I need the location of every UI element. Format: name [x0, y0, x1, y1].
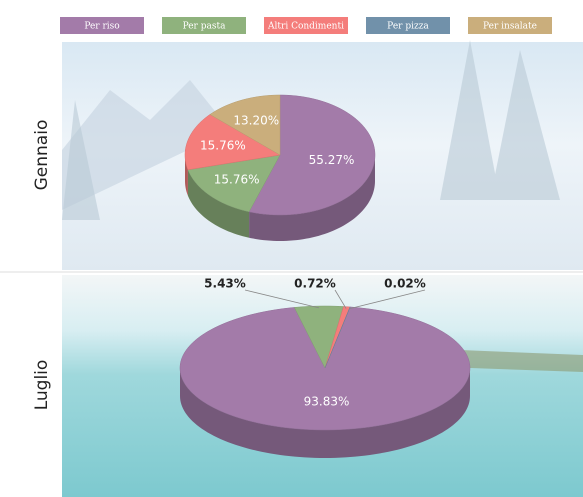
- data-label: 5.43%: [204, 277, 246, 291]
- data-label: 15.76%: [214, 173, 260, 187]
- chart: Gennaio Luglio Per riso Per pasta Altri Co…: [0, 0, 583, 497]
- legend-label: Per pasta: [183, 22, 227, 32]
- data-label: 0.02%: [384, 277, 426, 291]
- data-label: 55.27%: [309, 153, 355, 167]
- legend-label: Per riso: [84, 22, 119, 32]
- data-label: 93.83%: [304, 395, 350, 409]
- legend-label: Per pizza: [387, 22, 429, 32]
- legend-label: Altri Condimenti: [267, 22, 344, 32]
- data-label: 13.20%: [233, 113, 279, 127]
- row-label: Gennaio: [32, 120, 52, 191]
- data-label: 0.72%: [294, 277, 336, 291]
- data-label: 15.76%: [200, 138, 246, 152]
- row-label: Luglio: [32, 360, 52, 411]
- legend-label: Per insalate: [483, 22, 537, 32]
